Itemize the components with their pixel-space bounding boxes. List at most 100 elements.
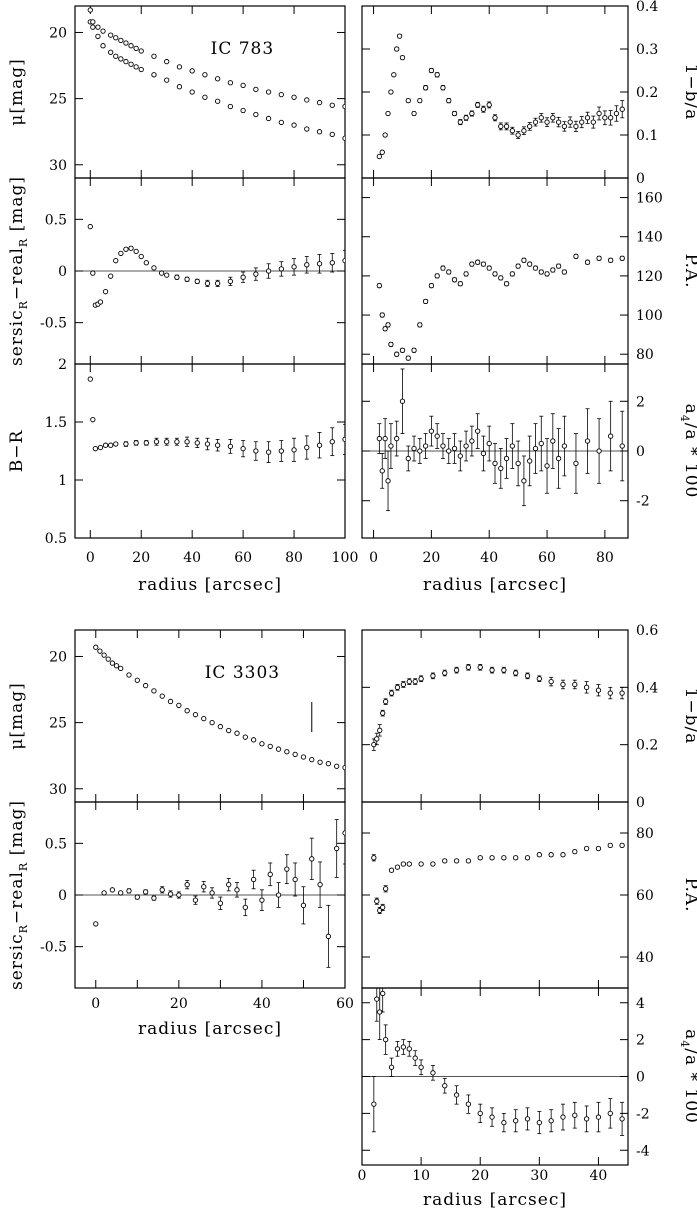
data-point-s0 <box>242 904 248 911</box>
data-point-s0 <box>113 441 119 447</box>
data-point-s0 <box>309 856 315 862</box>
data-point-s0 <box>382 1036 389 1043</box>
data-point-s0 <box>442 670 448 676</box>
x-tick-label: 0 <box>369 550 378 566</box>
data-point-s0 <box>573 123 579 130</box>
data-point-s0 <box>440 443 446 449</box>
data-point-s1 <box>164 58 170 65</box>
data-point-s0 <box>584 438 591 444</box>
data-point-s0 <box>463 271 469 277</box>
x-tick-label: 40 <box>480 550 498 566</box>
x-tick-label: 60 <box>538 550 556 566</box>
y-tick-label: 1.5 <box>45 415 67 431</box>
data-point-s0 <box>457 119 463 125</box>
data-point-s0 <box>388 1064 395 1070</box>
data-point-s0 <box>446 269 452 275</box>
data-point-s0 <box>515 263 521 269</box>
data-point-s0 <box>406 861 412 867</box>
data-point-s1 <box>265 89 272 95</box>
y-label-sub: 4 <box>678 1040 691 1048</box>
y-label-end: /a * 100 <box>681 423 697 499</box>
data-point-s1 <box>316 99 323 106</box>
data-point-s0 <box>226 882 232 888</box>
data-point-s0 <box>138 66 144 73</box>
x-tick-label: 80 <box>596 550 614 566</box>
data-point-s0 <box>489 1114 495 1120</box>
y-tick-label: 0 <box>58 264 67 280</box>
x-tick-label: 20 <box>422 550 440 566</box>
data-point-s0 <box>278 119 284 126</box>
data-point-s0 <box>536 852 542 858</box>
data-point-s0 <box>446 448 452 454</box>
data-point-s0 <box>399 347 406 353</box>
data-point-s0 <box>95 33 101 40</box>
data-point-s0 <box>209 719 215 726</box>
data-point-s0 <box>342 764 345 771</box>
data-points <box>87 223 345 308</box>
data-points <box>376 33 625 160</box>
data-point-s0 <box>595 687 602 693</box>
data-point-s1 <box>304 97 310 103</box>
g0-right-panel-pa: 160 140 120 100 80 P.A. <box>361 177 697 365</box>
y-tick-label: -2 <box>636 494 650 510</box>
data-point-s0 <box>536 1119 542 1126</box>
data-point-s0 <box>240 274 246 280</box>
data-point-s0 <box>234 730 240 736</box>
data-point-s0 <box>153 439 160 445</box>
data-points <box>371 988 625 1136</box>
y-label-mid: −real <box>7 871 27 924</box>
data-point-s0 <box>434 72 440 78</box>
data-point-s0 <box>382 435 388 442</box>
data-point-s0 <box>292 751 298 758</box>
data-point-s0 <box>619 690 625 696</box>
y-tick-label: 0.5 <box>45 836 67 852</box>
data-point-s0 <box>451 277 458 283</box>
data-point-s0 <box>240 107 246 114</box>
data-point-s0 <box>434 433 440 439</box>
y-tick-label: -2 <box>636 1106 650 1122</box>
data-point-s0 <box>113 663 120 669</box>
data-point-s0 <box>396 33 403 39</box>
galaxy-title: IC 3303 <box>205 663 280 683</box>
panel-frame <box>361 177 629 365</box>
y-tick-label: 2 <box>58 357 67 373</box>
data-point-s0 <box>579 119 585 125</box>
data-point-s0 <box>126 888 132 894</box>
y-label-base: a <box>681 404 697 415</box>
data-point-s0 <box>412 678 418 685</box>
data-point-s0 <box>388 341 394 348</box>
data-point-s0 <box>406 1046 412 1052</box>
x-tick-label: 30 <box>530 1168 548 1184</box>
data-point-s0 <box>275 746 282 752</box>
data-point-s0 <box>492 115 498 121</box>
data-point-s0 <box>300 902 307 908</box>
data-point-s0 <box>572 1112 578 1118</box>
data-point-s0 <box>87 223 93 230</box>
data-point-s1 <box>253 86 259 93</box>
data-point-s0 <box>317 759 323 765</box>
data-point-s0 <box>143 260 149 266</box>
data-point-s0 <box>184 276 190 282</box>
data-point-s0 <box>227 443 234 450</box>
data-point-s0 <box>123 58 129 65</box>
x-tick-label: 40 <box>590 1168 608 1184</box>
data-point-s0 <box>105 656 111 662</box>
data-point-s0 <box>259 741 265 747</box>
data-point-s0 <box>399 398 406 404</box>
galaxy-title: IC 783 <box>211 39 275 59</box>
data-point-s1 <box>123 40 129 46</box>
data-point-s0 <box>174 274 180 280</box>
data-point-s0 <box>278 448 284 454</box>
data-point-s0 <box>374 736 380 742</box>
y-tick-label: 2 <box>636 1033 645 1049</box>
y-tick-label: 0.4 <box>636 680 658 696</box>
x-tick-label: 20 <box>170 996 188 1012</box>
x-tick-label: 10 <box>412 1168 430 1184</box>
data-point-s0 <box>475 259 481 265</box>
data-point-s0 <box>411 445 417 452</box>
data-point-s0 <box>371 1101 377 1107</box>
data-point-s0 <box>379 149 385 155</box>
data-point-s0 <box>561 443 568 449</box>
data-point-s0 <box>109 887 116 893</box>
